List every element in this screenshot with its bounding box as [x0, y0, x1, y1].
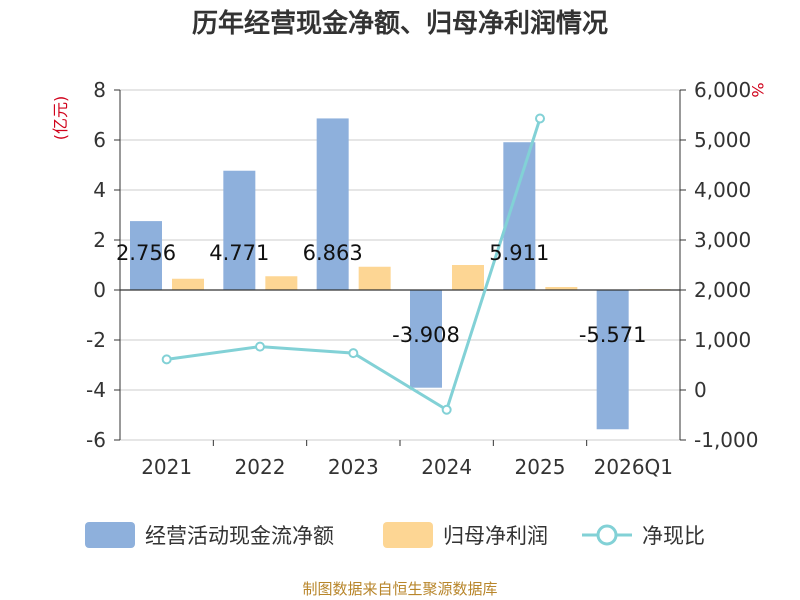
legend-swatch-cashflow: [85, 522, 135, 548]
right-tick-label: 3,000: [694, 228, 751, 252]
right-axis-unit: %: [748, 82, 767, 97]
ratio-point: [348, 348, 359, 359]
left-tick-label: -4: [86, 378, 106, 402]
x-tick-label: 2026Q1: [594, 455, 673, 479]
profit-bar: [358, 266, 391, 290]
cashflow-data-label: -5.571: [579, 323, 647, 347]
cashflow-data-label: 5.911: [489, 241, 549, 265]
left-tick-label: 2: [93, 228, 106, 252]
x-tick-label: 2023: [328, 455, 379, 479]
profit-bar: [452, 265, 484, 290]
right-tick-label: 4,000: [694, 178, 751, 202]
line-layer: [161, 113, 545, 415]
legend: 经营活动现金流净额 归母净利润 净现比: [85, 522, 705, 548]
axis-layer: -6 -4 -2 0 2 4 6 8 -1,000 0 1,000 2,000 3,000 4,000 5,…: [86, 78, 758, 479]
legend-swatch-profit: [383, 522, 433, 548]
cashflow-bar: [596, 290, 629, 430]
legend-item-ratio[interactable]: 净现比: [582, 524, 705, 548]
profit-bar: [265, 276, 298, 290]
right-tick-label: 0: [694, 378, 707, 402]
right-tick-label: 1,000: [694, 328, 751, 352]
cashflow-bar: [130, 221, 162, 290]
right-tick-label: 5,000: [694, 128, 751, 152]
chart-title: 历年经营现金净额、归母净利润情况: [192, 8, 608, 39]
left-tick-label: -6: [86, 428, 106, 452]
profit-bar: [545, 287, 578, 290]
cashflow-data-label: 2.756: [116, 241, 176, 265]
left-tick-label: 8: [93, 78, 106, 102]
cashflow-bar: [410, 290, 442, 388]
left-tick-label: 0: [93, 278, 106, 302]
x-tick-label: 2024: [421, 455, 472, 479]
legend-item-profit[interactable]: 归母净利润: [383, 522, 548, 548]
ratio-point: [161, 354, 172, 365]
label-layer: 2.756 4.771 6.863 -3.908 5.911 -5.571: [116, 241, 647, 347]
legend-label-ratio: 净现比: [642, 524, 705, 548]
ratio-point: [255, 341, 265, 352]
left-tick-label: 4: [93, 178, 106, 202]
right-tick-label: 2,000: [694, 278, 751, 302]
legend-label-cashflow: 经营活动现金流净额: [145, 524, 334, 548]
right-tick-label: -1,000: [694, 428, 758, 452]
x-tick-label: 2022: [235, 455, 286, 479]
left-tick-label: 6: [93, 128, 106, 152]
legend-marker-ratio: [596, 524, 618, 546]
cashflow-data-label: -3.908: [392, 323, 460, 347]
left-tick-label: -2: [86, 328, 106, 352]
legend-label-profit: 归母净利润: [443, 524, 548, 548]
legend-item-cashflow[interactable]: 经营活动现金流净额: [85, 522, 334, 548]
x-tick-label: 2025: [515, 455, 566, 479]
source-note: 制图数据来自恒生聚源数据库: [302, 580, 497, 598]
cashflow-data-label: 6.863: [303, 241, 363, 265]
grid-layer: [120, 89, 680, 441]
profit-bar: [172, 278, 204, 290]
ratio-point: [535, 113, 545, 124]
right-tick-label: 6,000: [694, 78, 751, 102]
ratio-point: [441, 404, 452, 415]
left-axis-unit: (亿元): [51, 96, 70, 141]
cashflow-bar: [316, 118, 349, 290]
cashflow-bar: [223, 170, 256, 290]
cashflow-data-label: 4.771: [209, 241, 269, 265]
x-tick-label: 2021: [141, 455, 192, 479]
